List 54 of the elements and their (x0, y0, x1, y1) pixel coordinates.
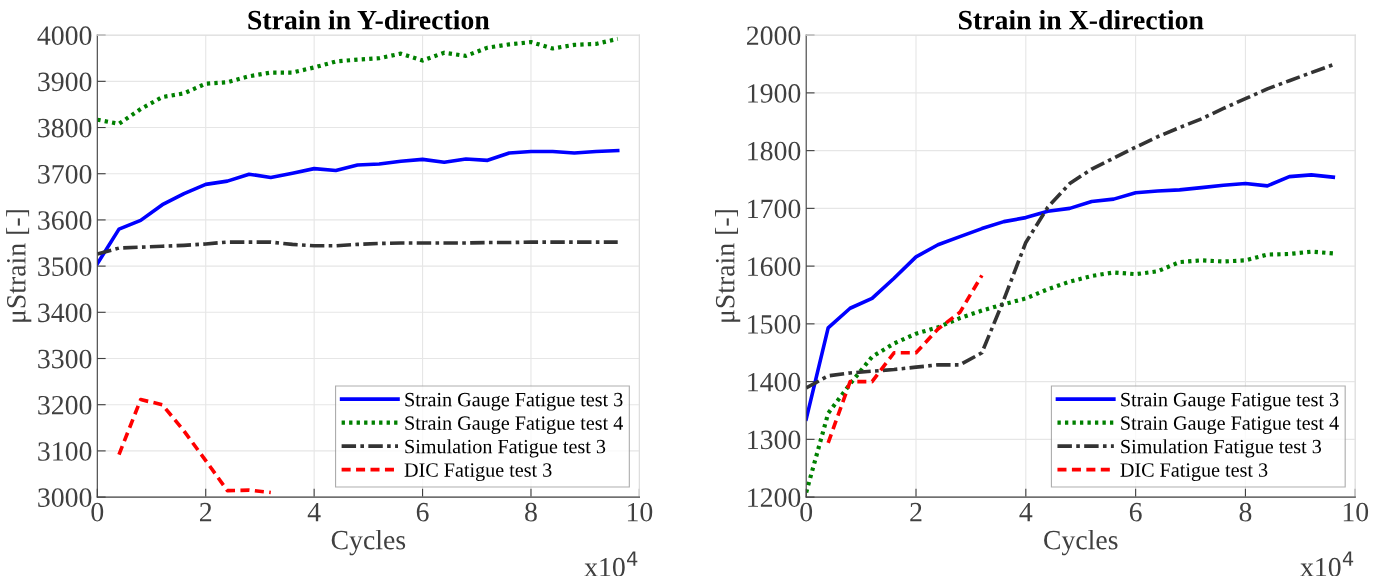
x-tick-label: 2 (910, 502, 922, 522)
y-tick-label: 1600 (748, 257, 801, 277)
line-series (826, 273, 984, 445)
x-axis-title: Cycles (1044, 529, 1118, 556)
y-tick-label: 3800 (38, 118, 92, 138)
y-tick-label: 3600 (38, 211, 92, 230)
y-tick-label: 1200 (748, 488, 801, 507)
y-tick-label: 1800 (748, 141, 801, 161)
text: x10$^{4}$ (584, 551, 638, 576)
legend-label: DIC Fatigue test 3 (1120, 463, 1268, 481)
y-tick-label: 3300 (38, 349, 92, 369)
y-tick-label: 3700 (38, 164, 92, 184)
legend-label: Simulation Fatigue test 3 (405, 439, 606, 458)
y-tick-label: 3000 (38, 488, 92, 507)
x-tick-label: 10 (627, 502, 653, 522)
y-tick-label: 2000 (747, 26, 801, 46)
chart-title: Strain in X-direction (959, 9, 1204, 30)
legend-label: Strain Gauge Fatigue test 3 (405, 392, 623, 411)
x-tick-label: 0 (800, 502, 813, 522)
legend-label: DIC Fatigue test 3 (404, 463, 552, 481)
x-tick-label: 2 (200, 502, 212, 522)
legend-label: Strain Gauge Fatigue test 3 (1121, 392, 1339, 411)
x-tick-label: 6 (1129, 502, 1142, 522)
x-tick-label: 6 (416, 502, 429, 522)
y-tick-label: 3200 (38, 395, 92, 415)
x-tick-label: 8 (1239, 502, 1252, 522)
legend-label: Simulation Fatigue test 3 (1121, 439, 1322, 458)
y-axis-title: μStrain [-] (6, 210, 32, 322)
line-series (117, 397, 273, 495)
line-series (97, 148, 620, 266)
y-tick-label: 3400 (38, 303, 92, 323)
y-tick-label: 1400 (748, 372, 801, 392)
x-axis-title: Cycles (331, 529, 406, 556)
x-tick-label: 4 (307, 502, 321, 522)
line-series (806, 62, 1336, 390)
y-tick-label: 1900 (748, 84, 801, 103)
y-tick-label: 1300 (748, 430, 801, 450)
y-tick-label: 3100 (38, 442, 92, 461)
legend-label: Strain Gauge Fatigue test 4 (405, 416, 623, 435)
y-tick-label: 4000 (37, 26, 92, 46)
line-series (97, 36, 620, 126)
legend-label: Strain Gauge Fatigue test 4 (1121, 416, 1339, 435)
chart-title: Strain in Y-direction (248, 9, 490, 30)
x-tick-label: 0 (91, 502, 104, 522)
y-tick-label: 3900 (38, 72, 92, 92)
y-axis-title: μStrain [-] (715, 210, 741, 322)
line-series (97, 240, 620, 256)
y-tick-label: 1500 (748, 315, 801, 334)
text: x10$^{4}$ (1300, 551, 1354, 576)
x-tick-label: 8 (525, 502, 537, 522)
y-tick-label: 1700 (748, 199, 801, 219)
x-tick-label: 4 (1019, 502, 1033, 522)
y-tick-label: 3500 (38, 257, 92, 277)
x-tick-label: 10 (1343, 502, 1369, 522)
